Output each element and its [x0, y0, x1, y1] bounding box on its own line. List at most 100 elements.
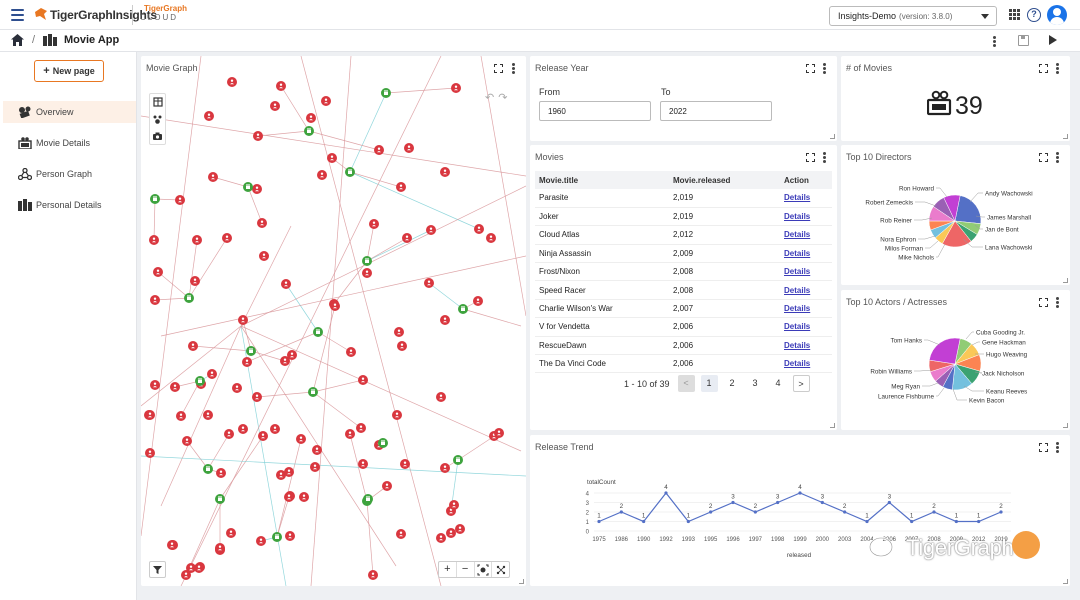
fullscreen-icon[interactable] — [1039, 298, 1048, 307]
pie-slice[interactable] — [929, 337, 961, 365]
movie-node[interactable] — [184, 293, 194, 303]
layout-button[interactable] — [150, 111, 165, 128]
person-node[interactable] — [396, 529, 406, 539]
person-node[interactable] — [436, 392, 446, 402]
person-node[interactable] — [280, 356, 290, 366]
movie-node[interactable] — [304, 126, 314, 136]
workspace-select[interactable]: Insights-Demo (version: 3.8.0) — [829, 6, 997, 26]
person-node[interactable] — [176, 411, 186, 421]
resize-handle[interactable] — [1063, 278, 1068, 283]
movie-node[interactable] — [272, 532, 282, 542]
person-node[interactable] — [216, 468, 226, 478]
more-options-icon[interactable] — [1056, 297, 1059, 308]
trend-point[interactable] — [843, 510, 847, 514]
details-link[interactable]: Details — [784, 248, 811, 258]
fullscreen-icon[interactable] — [494, 64, 503, 73]
person-node[interactable] — [203, 410, 213, 420]
details-link[interactable]: Details — [784, 230, 811, 240]
person-node[interactable] — [170, 382, 180, 392]
sidebar-item-person-graph[interactable]: Person Graph — [3, 163, 136, 185]
page-button[interactable]: 4 — [775, 378, 781, 388]
page-button[interactable]: 1 — [700, 375, 718, 392]
more-options-icon[interactable] — [1056, 152, 1059, 163]
person-node[interactable] — [149, 235, 159, 245]
person-node[interactable] — [150, 295, 160, 305]
person-node[interactable] — [451, 83, 461, 93]
movie-node[interactable] — [458, 304, 468, 314]
person-node[interactable] — [440, 463, 450, 473]
person-node[interactable] — [327, 153, 337, 163]
movie-node[interactable] — [246, 346, 256, 356]
person-node[interactable] — [204, 111, 214, 121]
page-button[interactable]: 3 — [752, 378, 758, 388]
trend-point[interactable] — [932, 510, 936, 514]
person-node[interactable] — [296, 434, 306, 444]
trend-point[interactable] — [709, 510, 713, 514]
person-node[interactable] — [276, 81, 286, 91]
person-node[interactable] — [404, 143, 414, 153]
person-node[interactable] — [402, 233, 412, 243]
person-node[interactable] — [346, 347, 356, 357]
movie-node[interactable] — [363, 494, 373, 504]
person-node[interactable] — [486, 233, 496, 243]
new-page-button[interactable]: + New page — [34, 60, 104, 82]
more-options-icon[interactable] — [1056, 442, 1059, 453]
trend-point[interactable] — [887, 500, 891, 505]
person-node[interactable] — [362, 268, 372, 278]
more-options-icon[interactable] — [512, 63, 515, 74]
person-node[interactable] — [374, 145, 384, 155]
trend-point[interactable] — [999, 510, 1003, 514]
movie-node[interactable] — [203, 464, 213, 474]
center-button[interactable] — [475, 562, 493, 577]
trend-point[interactable] — [977, 519, 981, 524]
person-node[interactable] — [392, 410, 402, 420]
trend-point[interactable] — [664, 491, 668, 495]
person-node[interactable] — [207, 369, 217, 379]
from-year-input[interactable] — [539, 101, 651, 121]
column-header[interactable]: Action — [780, 171, 832, 189]
trend-point[interactable] — [619, 510, 623, 514]
person-node[interactable] — [257, 218, 267, 228]
trend-point[interactable] — [686, 519, 690, 524]
fullscreen-icon[interactable] — [1039, 153, 1048, 162]
person-node[interactable] — [345, 429, 355, 439]
home-icon[interactable] — [11, 34, 24, 46]
person-node[interactable] — [426, 225, 436, 235]
trend-point[interactable] — [910, 519, 914, 524]
person-node[interactable] — [222, 233, 232, 243]
person-node[interactable] — [188, 341, 198, 351]
details-link[interactable]: Details — [784, 193, 811, 203]
person-node[interactable] — [270, 101, 280, 111]
person-node[interactable] — [394, 327, 404, 337]
trend-point[interactable] — [731, 500, 735, 505]
fullscreen-icon[interactable] — [806, 64, 815, 73]
person-node[interactable] — [252, 184, 262, 194]
movie-node[interactable] — [313, 327, 323, 337]
pie-slice[interactable] — [943, 194, 961, 222]
resize-handle[interactable] — [1063, 579, 1068, 584]
person-node[interactable] — [215, 543, 225, 553]
person-node[interactable] — [424, 278, 434, 288]
resize-handle[interactable] — [519, 579, 524, 584]
movie-node[interactable] — [150, 194, 160, 204]
column-header[interactable]: Movie.released — [669, 171, 780, 189]
person-node[interactable] — [224, 429, 234, 439]
person-node[interactable] — [330, 301, 340, 311]
person-node[interactable] — [226, 528, 236, 538]
trend-point[interactable] — [865, 519, 869, 524]
person-node[interactable] — [238, 315, 248, 325]
person-node[interactable] — [256, 536, 266, 546]
more-options-icon[interactable] — [1056, 63, 1059, 74]
person-node[interactable] — [284, 492, 294, 502]
person-node[interactable] — [368, 570, 378, 580]
apps-grid-icon[interactable] — [1009, 9, 1020, 20]
next-page-button[interactable]: > — [792, 375, 810, 392]
movie-node[interactable] — [378, 438, 388, 448]
trend-point[interactable] — [753, 510, 757, 514]
help-icon[interactable]: ? — [1027, 8, 1041, 22]
details-link[interactable]: Details — [784, 322, 811, 332]
person-node[interactable] — [400, 459, 410, 469]
person-node[interactable] — [181, 570, 191, 580]
user-avatar-icon[interactable] — [1047, 5, 1067, 25]
more-options-icon[interactable] — [993, 36, 996, 47]
